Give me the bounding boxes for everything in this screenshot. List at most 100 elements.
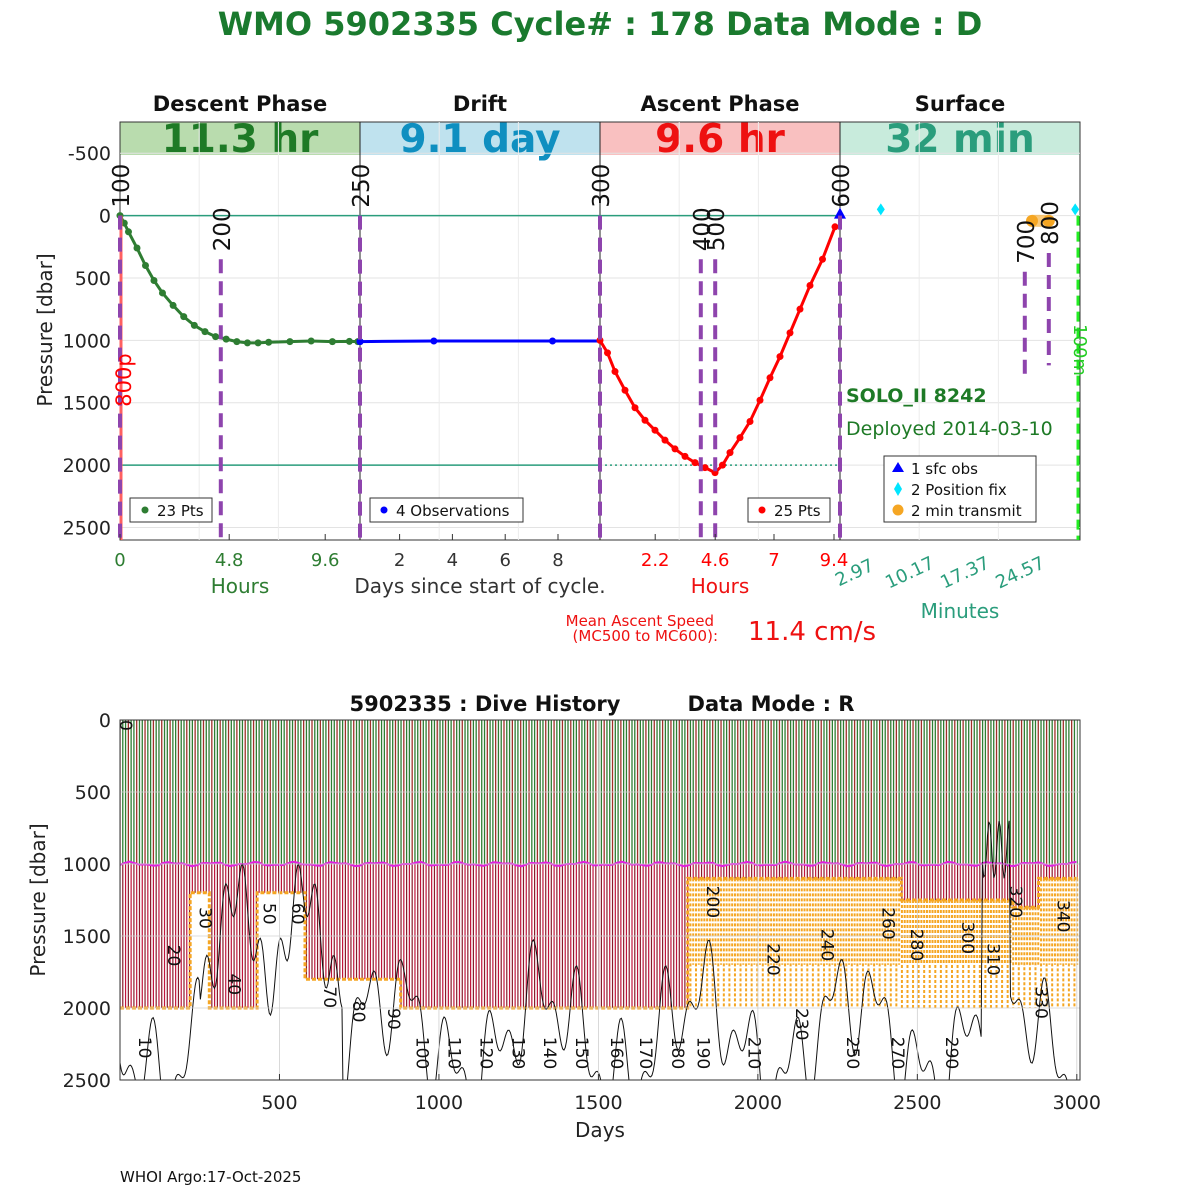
cycle-number-label: 210 (743, 1037, 763, 1069)
top-y-tick-label: 500 (75, 268, 111, 290)
series-point-ascent (766, 374, 774, 382)
series-point-descent (307, 337, 315, 345)
bottom-y-axis-label: Pressure [dbar] (26, 823, 50, 976)
cycle-number-label: 220 (762, 943, 782, 975)
series-point-ascent (631, 404, 639, 412)
series-point-descent (201, 328, 209, 336)
dive-history-data-mode: Data Mode : R (688, 692, 855, 716)
series-point-ascent (796, 305, 804, 313)
phase-duration: 11.3 hr (162, 117, 320, 162)
cycle-number-label: 290 (941, 1037, 961, 1069)
bottom-y-tick-label: 2000 (63, 998, 111, 1020)
series-point-ascent (681, 452, 689, 460)
position-fix-legend-marker (894, 482, 902, 496)
top-y-tick-label: 2000 (63, 455, 111, 477)
surface-x-tick-label: 10.17 (882, 553, 938, 594)
mc-marker-label-500: 500 (704, 207, 730, 251)
bottom-x-tick-label: 1000 (415, 1092, 463, 1114)
surface-legend-transmit: 2 min transmit (911, 502, 1022, 520)
bottom-y-tick-label: 500 (75, 782, 111, 804)
top-y-tick-label: 1500 (63, 393, 111, 415)
top-y-tick-label: -500 (68, 143, 111, 165)
cycle-number-label: 270 (887, 1037, 907, 1069)
dive-history-title: 5902335 : Dive History (350, 692, 621, 716)
series-point-ascent (806, 281, 814, 289)
surface-legend-position-fix: 2 Position fix (911, 481, 1007, 499)
mc-marker-label-100: 100 (109, 164, 135, 208)
bottom-x-ticks: 500 1000 1500 2000 2500 3000 (261, 1074, 1101, 1114)
series-point-ascent (736, 434, 744, 442)
top-y-axis-label: Pressure [dbar] (33, 253, 57, 406)
ascent-speed-value: 11.4 cm/s (748, 617, 876, 647)
top-x-tick-label: 8 (552, 550, 563, 571)
cycle-number-label: 120 (475, 1037, 495, 1069)
bottom-x-tick-label: 2500 (893, 1092, 941, 1114)
series-point-drift (356, 338, 364, 346)
drift-axis-label: Days since start of cycle. (354, 574, 605, 598)
series-point-drift (549, 337, 557, 345)
surface-axis-label: Minutes (921, 599, 1000, 623)
phase-duration-band (840, 122, 1080, 155)
cycle-number-label: 180 (667, 1037, 687, 1069)
cycle-number-label: 50 (259, 903, 279, 925)
phase-duration: 32 min (885, 117, 1035, 162)
transmit-span (1032, 214, 1049, 227)
cycle-number-label: 60 (287, 903, 307, 925)
mc-marker-label-300: 300 (589, 164, 615, 208)
mc-marker-label-400: 400 (690, 207, 716, 251)
bottom-x-axis-label: Days (575, 1118, 625, 1142)
drift-legend-marker (380, 506, 388, 514)
series-point-ascent (641, 416, 649, 424)
series-point-descent (124, 228, 132, 236)
ascent-axis-label: Hours (691, 574, 750, 598)
series-point-descent (254, 339, 262, 347)
cycle-number-label: 20 (163, 945, 183, 967)
top-x-tick-label: 4 (447, 550, 458, 571)
series-point-descent (345, 337, 353, 345)
series-point-descent (233, 338, 241, 346)
mc-marker-label-250: 250 (349, 164, 375, 208)
top-x-tick-label: 9.6 (311, 550, 340, 571)
series-point-descent (243, 339, 251, 347)
series-point-ascent (701, 464, 709, 472)
descent-legend: 23 Pts (129, 497, 213, 523)
cycle-number-label: 310 (983, 943, 1003, 975)
series-point-descent (212, 333, 220, 341)
profile-depth-step-line (120, 876, 1080, 1010)
mc-marker-label-200: 200 (210, 207, 236, 251)
phase-name: Drift (453, 92, 507, 116)
cycle-number-label: 230 (791, 1008, 811, 1040)
series-point-ascent (604, 349, 611, 357)
phase-name: Surface (915, 92, 1005, 116)
mc-marker-label-600: 600 (829, 164, 855, 208)
bottom-y-tick-label: 0 (99, 710, 111, 732)
cycle-number-label: 160 (606, 1037, 626, 1069)
position-fix-marker (1071, 203, 1080, 216)
dive-history-chart: 5902335 : Dive History Data Mode : R 0 50… (26, 692, 1101, 1142)
seafloor-depth-line (120, 820, 1068, 1080)
series-point-ascent (651, 426, 659, 434)
mc-marker-label-700: 700 (1014, 220, 1040, 264)
top-y-tick-label: 0 (99, 206, 111, 228)
top-x-tick-label: 9.4 (820, 550, 849, 571)
surface-x-tick-label: 17.37 (937, 553, 993, 594)
bottom-x-tick-label: 3000 (1053, 1092, 1101, 1114)
series-point-ascent (621, 386, 629, 394)
bottom-x-tick-label: 1500 (574, 1092, 622, 1114)
cycle-number-label: 330 (1030, 986, 1050, 1018)
phase-duration: 9.6 hr (655, 117, 785, 162)
ascent-speed-label-line2: (MC500 to MC600): (573, 627, 718, 645)
descent-legend-marker (141, 506, 149, 514)
top-x-tick-label: 4.6 (701, 550, 730, 571)
series-point-ascent (671, 445, 679, 453)
top-x-tick-label: 0 (114, 550, 125, 571)
cycle-number-label: 250 (842, 1037, 862, 1069)
surface-legend-box (883, 455, 1037, 523)
cycle-number-label: 240 (817, 929, 837, 961)
series-point-descent (150, 276, 158, 284)
cycle-number-label: 150 (571, 1037, 591, 1069)
cycle-number-label: 260 (877, 907, 897, 939)
cycle-number-label: 80 (348, 1001, 368, 1023)
series-point-ascent (776, 353, 784, 361)
